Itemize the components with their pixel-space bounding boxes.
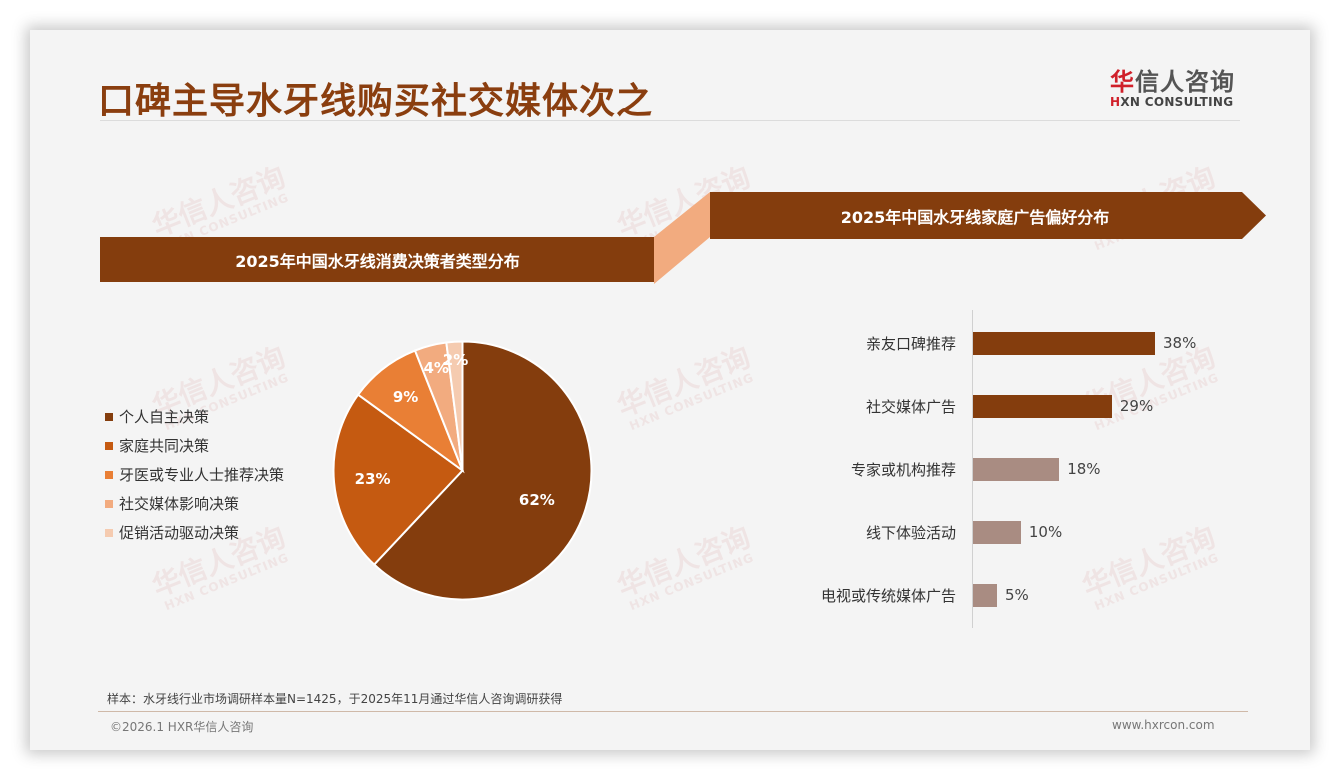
bar-category-label: 社交媒体广告	[865, 397, 956, 416]
footer-divider	[98, 711, 1248, 712]
legend-swatch	[105, 441, 113, 450]
bar-value-label: 10%	[1028, 523, 1063, 541]
bar	[973, 520, 1021, 544]
pie-data-label: 62%	[519, 491, 555, 509]
bar-row: 亲友口碑推荐 38%	[770, 331, 1196, 355]
legend-item: 促销活动驱动决策	[105, 518, 284, 547]
legend-swatch	[105, 528, 113, 537]
logo-english: HXN CONSULTING	[1110, 95, 1234, 109]
legend-item: 家庭共同决策	[105, 431, 284, 460]
bar-row: 专家或机构推荐 18%	[770, 457, 1101, 481]
pie-data-label: 9%	[393, 388, 418, 406]
right-section-banner	[710, 192, 1266, 239]
decision-maker-pie-chart: 62% 23% 9% 4%2%	[332, 340, 593, 601]
page-title: 口碑主导水牙线购买社交媒体次之	[98, 81, 654, 122]
bar-row: 社交媒体广告 29%	[770, 394, 1153, 418]
pie-data-label: 2%	[443, 351, 468, 369]
logo-chinese: 华信人咨询	[1110, 68, 1235, 96]
slide: 口碑主导水牙线购买社交媒体次之 华信人咨询 HXN CONSULTING 华信人…	[30, 30, 1310, 750]
legend-swatch	[105, 412, 113, 421]
bar-category-label: 电视或传统媒体广告	[820, 586, 956, 605]
pie-slice	[372, 340, 593, 601]
website-link[interactable]: www.hxrcon.com	[1112, 718, 1215, 732]
bar-row: 线下体验活动 10%	[770, 520, 1062, 544]
pie-slice	[332, 393, 465, 566]
right-section-banner-title: 2025年中国水牙线家庭广告偏好分布	[840, 207, 1110, 227]
copyright: ©2026.1 HXR华信人咨询	[110, 720, 254, 734]
bar-value-label: 29%	[1119, 397, 1154, 415]
legend-item: 个人自主决策	[105, 402, 284, 431]
bar	[973, 394, 1112, 418]
category-axis	[972, 310, 973, 628]
legend-item: 社交媒体影响决策	[105, 489, 284, 518]
bar	[973, 331, 1155, 355]
bar	[973, 457, 1060, 481]
bar-value-label: 18%	[1067, 460, 1101, 478]
bar-value-label: 38%	[1163, 334, 1197, 352]
title-divider	[100, 120, 1240, 121]
ad-preference-bar-chart: 亲友口碑推荐 38% 社交媒体广告 29% 专家或机构推荐 18% 线下体验活动 10% 电视或…	[770, 310, 1230, 630]
bar-value-label: 5%	[1004, 586, 1029, 604]
company-logo: 华信人咨询 HXN CONSULTING	[1110, 62, 1240, 109]
legend-item: 牙医或专业人士推荐决策	[105, 460, 284, 489]
banner-connector	[654, 192, 710, 284]
bar-category-label: 专家或机构推荐	[850, 460, 956, 479]
bar	[973, 583, 997, 607]
left-section-banner: 2025年中国水牙线消费决策者类型分布	[100, 237, 655, 282]
bar-category-label: 亲友口碑推荐	[865, 334, 956, 353]
pie-slice	[445, 340, 464, 471]
legend-swatch	[105, 470, 113, 479]
pie-data-label: 23%	[355, 470, 391, 488]
pie-legend: 个人自主决策 家庭共同决策 牙医或专业人士推荐决策 社交媒体影响决策 促销活动驱…	[105, 402, 284, 547]
bar-category-label: 线下体验活动	[865, 523, 956, 542]
bar-row: 电视或传统媒体广告 5%	[770, 583, 1029, 607]
legend-swatch	[105, 499, 113, 508]
sample-note: 样本：水牙线行业市场调研样本量N=1425，于2025年11月通过华信人咨询调研…	[107, 692, 563, 706]
pie-data-label: 4%	[423, 359, 448, 377]
